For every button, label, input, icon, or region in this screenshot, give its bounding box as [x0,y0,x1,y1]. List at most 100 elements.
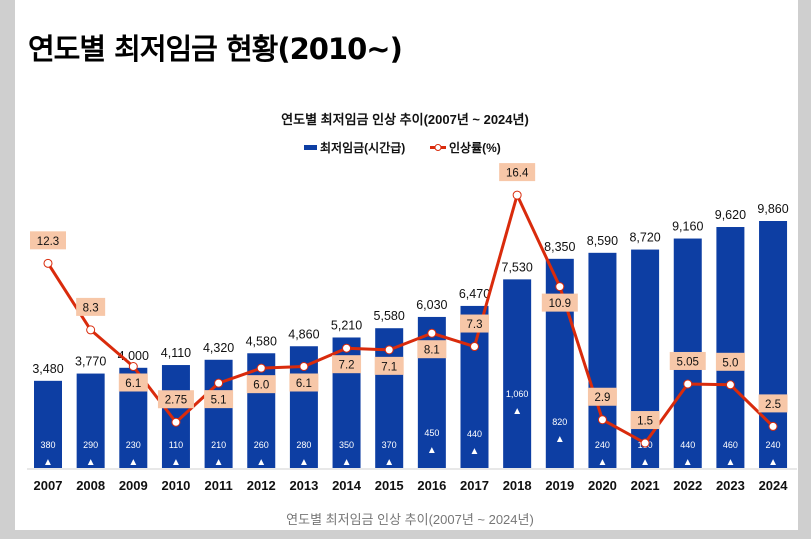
x-tick-label: 2018 [503,478,532,493]
increase-amount-label: 350 [339,440,354,450]
rate-point [427,328,437,338]
increase-amount-label: 290 [83,440,98,450]
rate-label: 7.2 [339,360,355,372]
rate-point [725,380,735,390]
increase-triangle-icon: ▲ [512,406,522,417]
rate-point [128,361,138,371]
rate-label-box [246,375,276,394]
x-tick-label: 2024 [759,478,789,493]
x-tick-label: 2023 [716,478,745,493]
increase-triangle-icon: ▲ [214,457,224,468]
x-tick-label: 2011 [204,478,232,493]
increase-triangle-icon: ▲ [427,445,437,456]
bar [76,373,105,468]
rate-label-box [118,373,148,392]
bar-value-label: 6,470 [459,287,490,301]
increase-amount-label: 210 [211,440,226,450]
x-tick-label: 2010 [161,478,190,493]
bar [631,249,660,468]
bar [759,221,788,468]
bar [503,279,532,468]
rate-point [640,438,650,448]
increase-amount-label: 240 [595,440,610,450]
increase-amount-label: 450 [424,428,439,438]
rate-label: 6.1 [296,378,312,390]
bar-value-label: 8,350 [544,240,575,254]
rate-label: 8.1 [424,345,440,357]
page-title: 연도별 최저임금 현황(2010~) [28,32,403,66]
rate-label-box [715,352,745,371]
rate-label-box [758,394,788,413]
increase-amount-label: 240 [766,440,781,450]
bar-value-label: 4,320 [203,341,234,355]
rate-label-box [630,411,660,430]
legend-bar-label: 최저임금(시간급) [320,140,405,155]
rate-label-box [417,340,447,359]
increase-amount-label: 110 [169,440,183,450]
increase-triangle-icon: ▲ [768,457,778,468]
rate-label: 16.4 [506,168,529,180]
increase-amount-label: 230 [126,440,141,450]
bar-value-label: 6,030 [416,298,447,312]
increase-triangle-icon: ▲ [683,457,693,468]
rate-label-box [499,163,536,182]
rate-label-box [30,231,66,250]
rate-label-box [332,355,362,374]
rate-label-box [541,293,578,312]
increase-amount-label: 460 [723,440,738,450]
bar-value-label: 9,620 [715,208,746,222]
increase-triangle-icon: ▲ [43,457,53,468]
rate-label: 2.5 [765,399,781,411]
rate-label: 7.1 [381,361,397,373]
rate-label: 1.5 [637,416,653,428]
x-tick-label: 2008 [76,478,105,493]
increase-triangle-icon: ▲ [256,457,266,468]
rate-point [171,417,181,427]
x-tick-label: 2007 [34,478,63,493]
increase-triangle-icon: ▲ [128,457,138,468]
x-tick-label: 2021 [631,478,660,493]
bar-value-label: 3,480 [32,362,63,376]
bar [460,305,489,468]
increase-triangle-icon: ▲ [470,446,480,457]
rate-point [384,345,394,355]
rate-label-box [669,351,706,370]
chart-title: 연도별 최저임금 인상 추이(2007년 ~ 2024년) [281,112,529,127]
legend: 최저임금(시간급) 인상률(%) [304,140,501,155]
rate-label: 5.1 [211,395,227,407]
x-tick-label: 2022 [673,478,702,493]
legend-line-label: 인상률(%) [449,140,501,155]
increase-triangle-icon: ▲ [342,457,352,468]
rate-point [768,421,778,431]
bar-value-label: 8,720 [629,231,660,245]
rate-point [43,258,53,268]
x-tick-label: 2014 [332,478,362,493]
x-tick-label: 2015 [375,478,404,493]
increase-triangle-icon: ▲ [555,434,565,445]
rate-line [46,193,775,445]
rate-label-box [460,314,489,333]
increase-amount-label: 820 [552,417,567,427]
rate-label-box [374,356,404,375]
rate-label: 7.3 [467,319,483,331]
rate-label: 5.05 [677,356,699,368]
rate-label: 2.75 [165,395,187,407]
rate-label: 5.0 [722,357,738,369]
rate-point [299,361,309,371]
bar-value-label: 5,210 [331,318,362,332]
rate-point [597,415,607,425]
increase-amount-label: 370 [382,440,397,450]
rate-label: 6.0 [253,380,269,392]
bar-value-label: 4,580 [246,334,277,348]
bar-value-label: 4,110 [161,346,191,360]
increase-triangle-icon: ▲ [171,457,181,468]
rate-point [683,379,693,389]
rate-point [86,325,96,335]
rate-label: 12.3 [37,236,59,248]
x-tick-label: 2017 [460,478,489,493]
rate-point [470,342,479,352]
bar-value-label: 9,160 [672,220,703,234]
rate-point [512,190,522,200]
increase-amount-label: 260 [254,440,269,450]
